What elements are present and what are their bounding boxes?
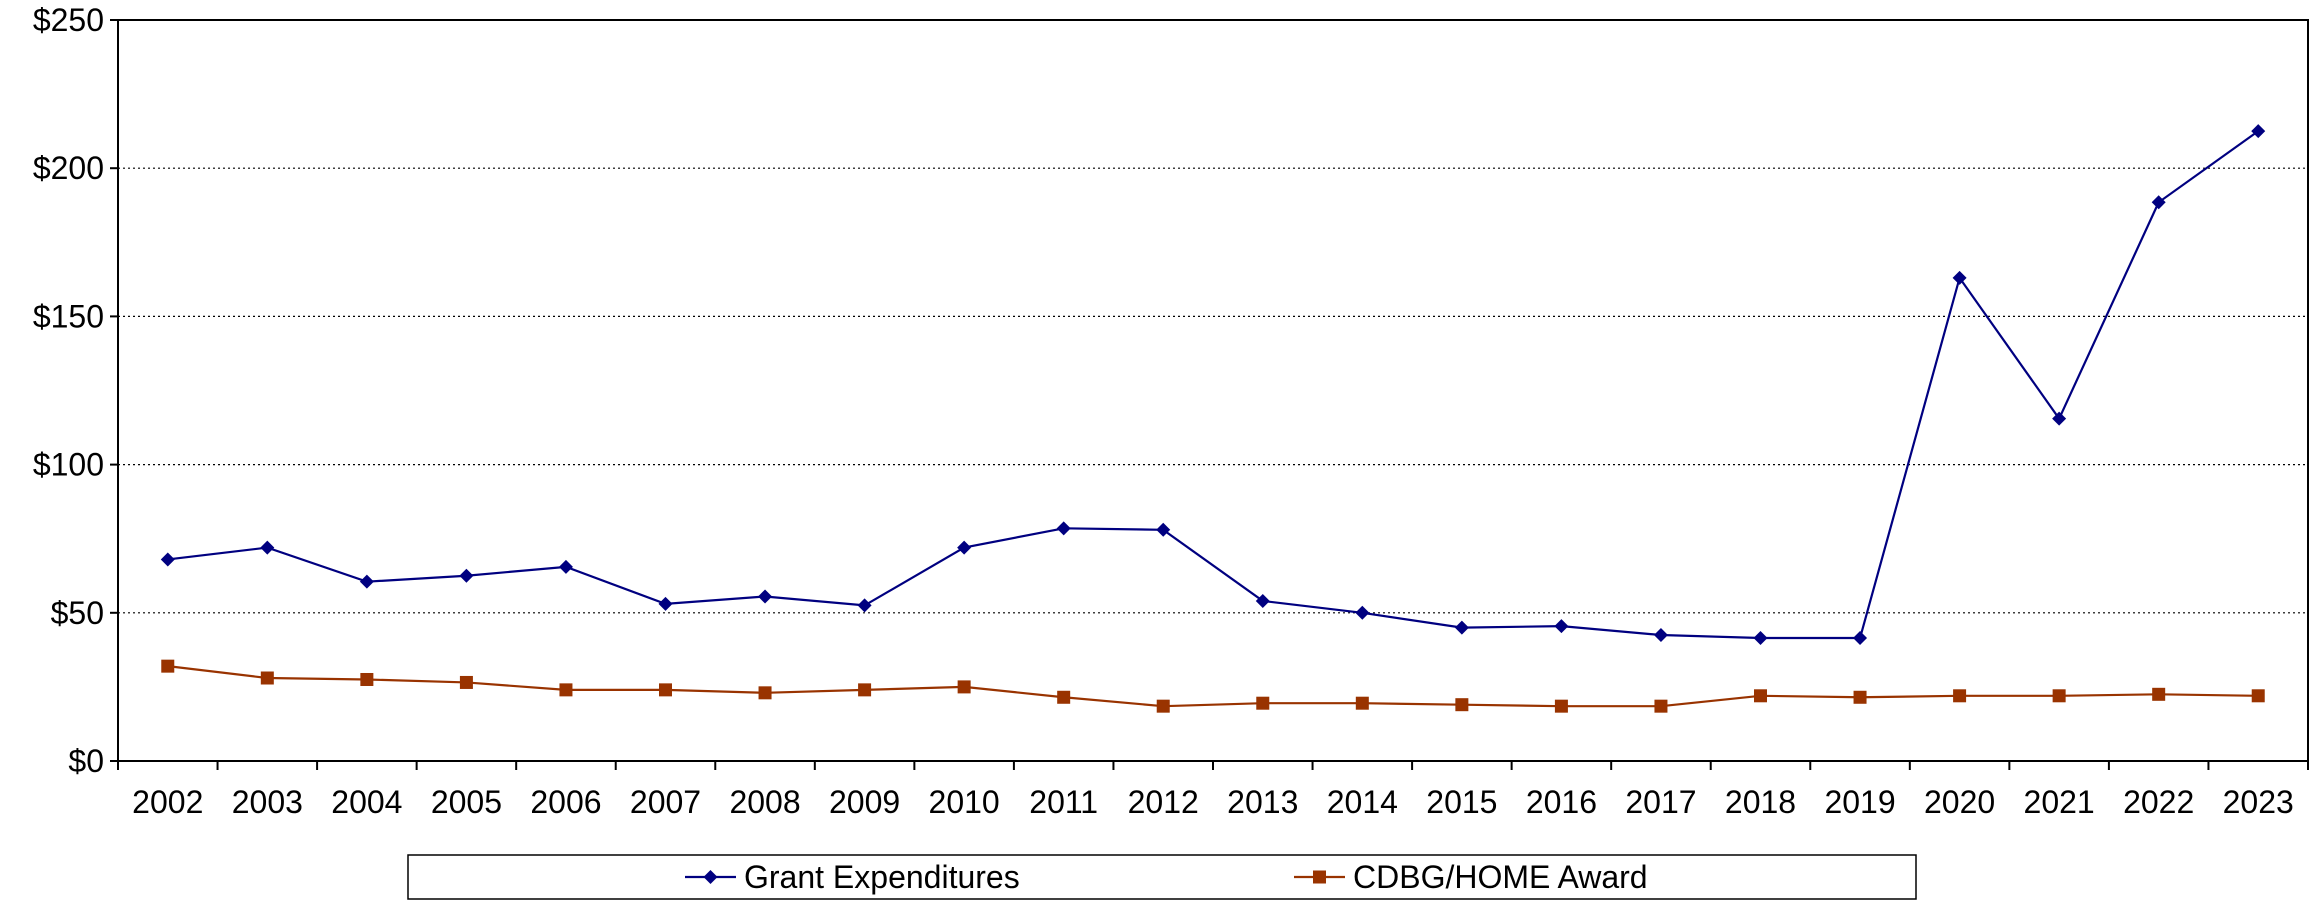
- x-tick-label: 2006: [530, 784, 601, 820]
- gridlines: [118, 167, 2308, 614]
- data-point: [2052, 411, 2067, 426]
- data-point: [160, 552, 175, 567]
- data-point: [1653, 628, 1668, 643]
- y-tick-label: $250: [33, 2, 104, 38]
- legend-item: Grant Expenditures: [685, 859, 1020, 895]
- data-point: [1156, 522, 1171, 537]
- y-axis: $0 $50 $100 $150 $200 $250: [33, 2, 118, 779]
- data-point: [1952, 270, 1967, 285]
- data-point: [2151, 195, 2166, 210]
- x-tick-label: 2011: [1029, 784, 1098, 820]
- data-point: [1654, 699, 1668, 713]
- x-tick-label: 2009: [829, 784, 900, 820]
- x-tick-label: 2021: [2024, 784, 2095, 820]
- x-tick-label: 2012: [1128, 784, 1199, 820]
- data-point: [459, 568, 474, 583]
- data-point: [360, 672, 374, 686]
- x-tick-label: 2014: [1327, 784, 1398, 820]
- data-point: [659, 683, 672, 697]
- x-tick-label: 2004: [331, 784, 402, 820]
- data-point: [758, 686, 772, 700]
- data-point: [1554, 699, 1568, 713]
- series-layer: [160, 124, 2266, 713]
- data-point: [2152, 687, 2166, 701]
- data-point: [359, 574, 374, 589]
- data-point: [2052, 689, 2066, 703]
- data-point: [1455, 698, 1469, 712]
- x-tick-label: 2016: [1526, 784, 1597, 820]
- x-tick-label: 2020: [1924, 784, 1995, 820]
- series-line: [167, 665, 2259, 708]
- x-tick-label: 2005: [431, 784, 502, 820]
- data-point: [658, 596, 673, 611]
- series-line: [167, 130, 2259, 640]
- x-tick-label: 2008: [729, 784, 800, 820]
- data-point: [2251, 689, 2265, 703]
- data-point: [1056, 521, 1071, 536]
- data-point: [1454, 620, 1469, 635]
- data-point: [260, 671, 274, 685]
- data-point: [1754, 689, 1767, 703]
- legend-label: CDBG/HOME Award: [1353, 859, 1648, 895]
- data-point: [1057, 690, 1071, 704]
- legend-marker: [1313, 870, 1326, 884]
- data-point: [857, 598, 872, 613]
- data-point: [161, 659, 175, 673]
- data-point: [1953, 689, 1967, 703]
- x-tick-label: 2019: [1824, 784, 1895, 820]
- legend-box: [407, 854, 1917, 900]
- x-tick-label: 2018: [1725, 784, 1796, 820]
- legend: Grant Expenditures CDBG/HOME Award: [407, 854, 1917, 900]
- y-tick-label: $100: [33, 447, 104, 483]
- data-point: [559, 683, 573, 697]
- x-axis: 2002 2003 2004 2005 2006 2007 2008 2009 2010 2011…: [117, 761, 2309, 820]
- data-point: [558, 559, 573, 574]
- data-point: [858, 683, 872, 697]
- x-tick-label: 2010: [929, 784, 1000, 820]
- data-point: [758, 589, 773, 604]
- series-grant-expenditures: [160, 124, 2266, 645]
- y-tick-label: $0: [68, 743, 104, 779]
- legend-marker: [703, 870, 718, 884]
- data-point: [1355, 605, 1370, 620]
- series-cdbg-home-award: [161, 659, 2265, 713]
- x-tick-label: 2013: [1227, 784, 1298, 820]
- data-point: [1853, 690, 1867, 704]
- data-point: [2251, 124, 2266, 139]
- data-point: [1256, 696, 1270, 710]
- legend-label: Grant Expenditures: [744, 859, 1020, 895]
- x-tick-label: 2022: [2123, 784, 2194, 820]
- data-point: [1753, 630, 1768, 645]
- data-point: [1355, 696, 1369, 710]
- legend-item: CDBG/HOME Award: [1294, 859, 1648, 895]
- x-tick-label: 2003: [232, 784, 303, 820]
- data-point: [957, 680, 971, 694]
- x-tick-label: 2015: [1426, 784, 1497, 820]
- y-tick-label: $50: [51, 595, 104, 631]
- x-tick-label: 2017: [1625, 784, 1696, 820]
- data-point: [459, 675, 473, 689]
- y-tick-label: $200: [33, 150, 104, 186]
- data-point: [1554, 619, 1569, 634]
- y-tick-label: $150: [33, 298, 104, 334]
- x-tick-label: 2002: [132, 784, 203, 820]
- data-point: [260, 540, 275, 555]
- x-tick-label: 2007: [630, 784, 701, 820]
- data-point: [1156, 699, 1170, 713]
- x-tick-label: 2023: [2223, 784, 2294, 820]
- plot-area-frame: [117, 19, 2309, 762]
- data-point: [1255, 593, 1270, 608]
- data-point: [1853, 630, 1868, 645]
- data-point: [957, 540, 972, 555]
